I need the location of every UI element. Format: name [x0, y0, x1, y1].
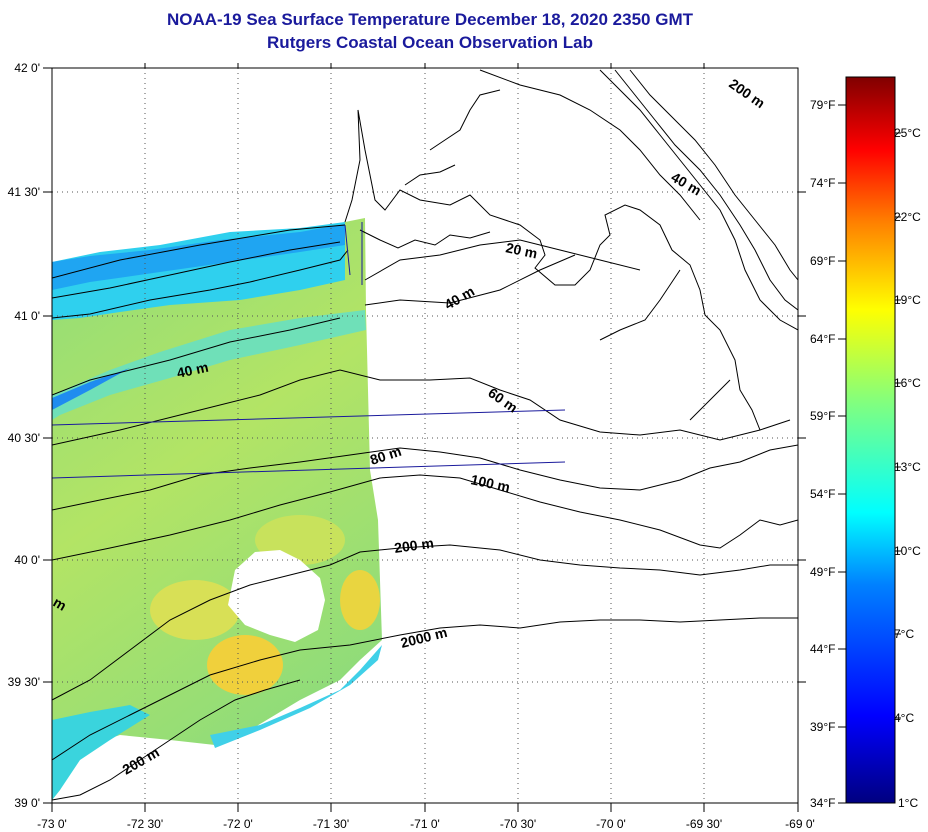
colorbar-c-label: 22°C	[894, 210, 921, 224]
lat-label: 42 0'	[14, 61, 40, 75]
colorbar-f-label: 59°F	[810, 409, 835, 423]
colorbar-f-label: 44°F	[810, 642, 835, 656]
track-lines	[52, 222, 566, 479]
lon-label: -72 0'	[223, 817, 253, 831]
colorbar-f-label: 34°F	[810, 796, 835, 810]
lat-label: 39 0'	[14, 796, 40, 810]
colorbar-c-label: 1°C	[898, 796, 918, 810]
colorbar-f-label: 74°F	[810, 176, 835, 190]
bathymetry-contours	[52, 69, 798, 801]
lon-label: -73 0'	[37, 817, 67, 831]
colorbar-f-label: 54°F	[810, 487, 835, 501]
lon-label: -70 30'	[500, 817, 536, 831]
colorbar-c-label: 19°C	[894, 293, 921, 307]
lat-label: 41 30'	[8, 185, 40, 199]
lat-label: 40 30'	[8, 431, 40, 445]
colorbar: 79°F 74°F 69°F 64°F 59°F 54°F 49°F 44°F …	[810, 76, 921, 810]
colorbar-c-label: 13°C	[894, 460, 921, 474]
colorbar-gradient	[845, 76, 896, 804]
colorbar-c-label: 16°C	[894, 376, 921, 390]
lon-label: -71 0'	[410, 817, 440, 831]
lon-label: -72 30'	[127, 817, 163, 831]
coastline	[52, 89, 761, 431]
lat-label: 39 30'	[8, 675, 40, 689]
lon-label: -69 30'	[686, 817, 722, 831]
lon-label: -71 30'	[313, 817, 349, 831]
contour-label: 40 m	[175, 359, 210, 381]
colorbar-f-label: 79°F	[810, 98, 835, 112]
colorbar-f-label: 39°F	[810, 720, 835, 734]
lat-label: 41 0'	[14, 309, 40, 323]
axis-ticks	[43, 63, 806, 812]
lon-label: -69 0'	[785, 817, 815, 831]
map-title: NOAA-19 Sea Surface Temperature December…	[167, 10, 693, 29]
lat-label: 40 0'	[14, 553, 40, 567]
map-subtitle: Rutgers Coastal Ocean Observation Lab	[267, 33, 593, 52]
contour-label: 200 m	[393, 535, 435, 556]
latitude-labels: 42 0' 41 30' 41 0' 40 30' 40 0' 39 30' 3…	[8, 61, 40, 810]
colorbar-f-label: 49°F	[810, 565, 835, 579]
contour-label: 20 m	[504, 239, 539, 261]
colorbar-c-label: 7°C	[894, 627, 914, 641]
colorbar-f-label: 69°F	[810, 254, 835, 268]
colorbar-f-label: 64°F	[810, 332, 835, 346]
sst-swath	[52, 218, 382, 800]
colorbar-c-label: 25°C	[894, 126, 921, 140]
longitude-labels: -73 0' -72 30' -72 0' -71 30' -71 0' -70…	[37, 817, 815, 831]
colorbar-c-label: 10°C	[894, 544, 921, 558]
lon-label: -70 0'	[596, 817, 626, 831]
colorbar-c-label: 4°C	[894, 711, 914, 725]
